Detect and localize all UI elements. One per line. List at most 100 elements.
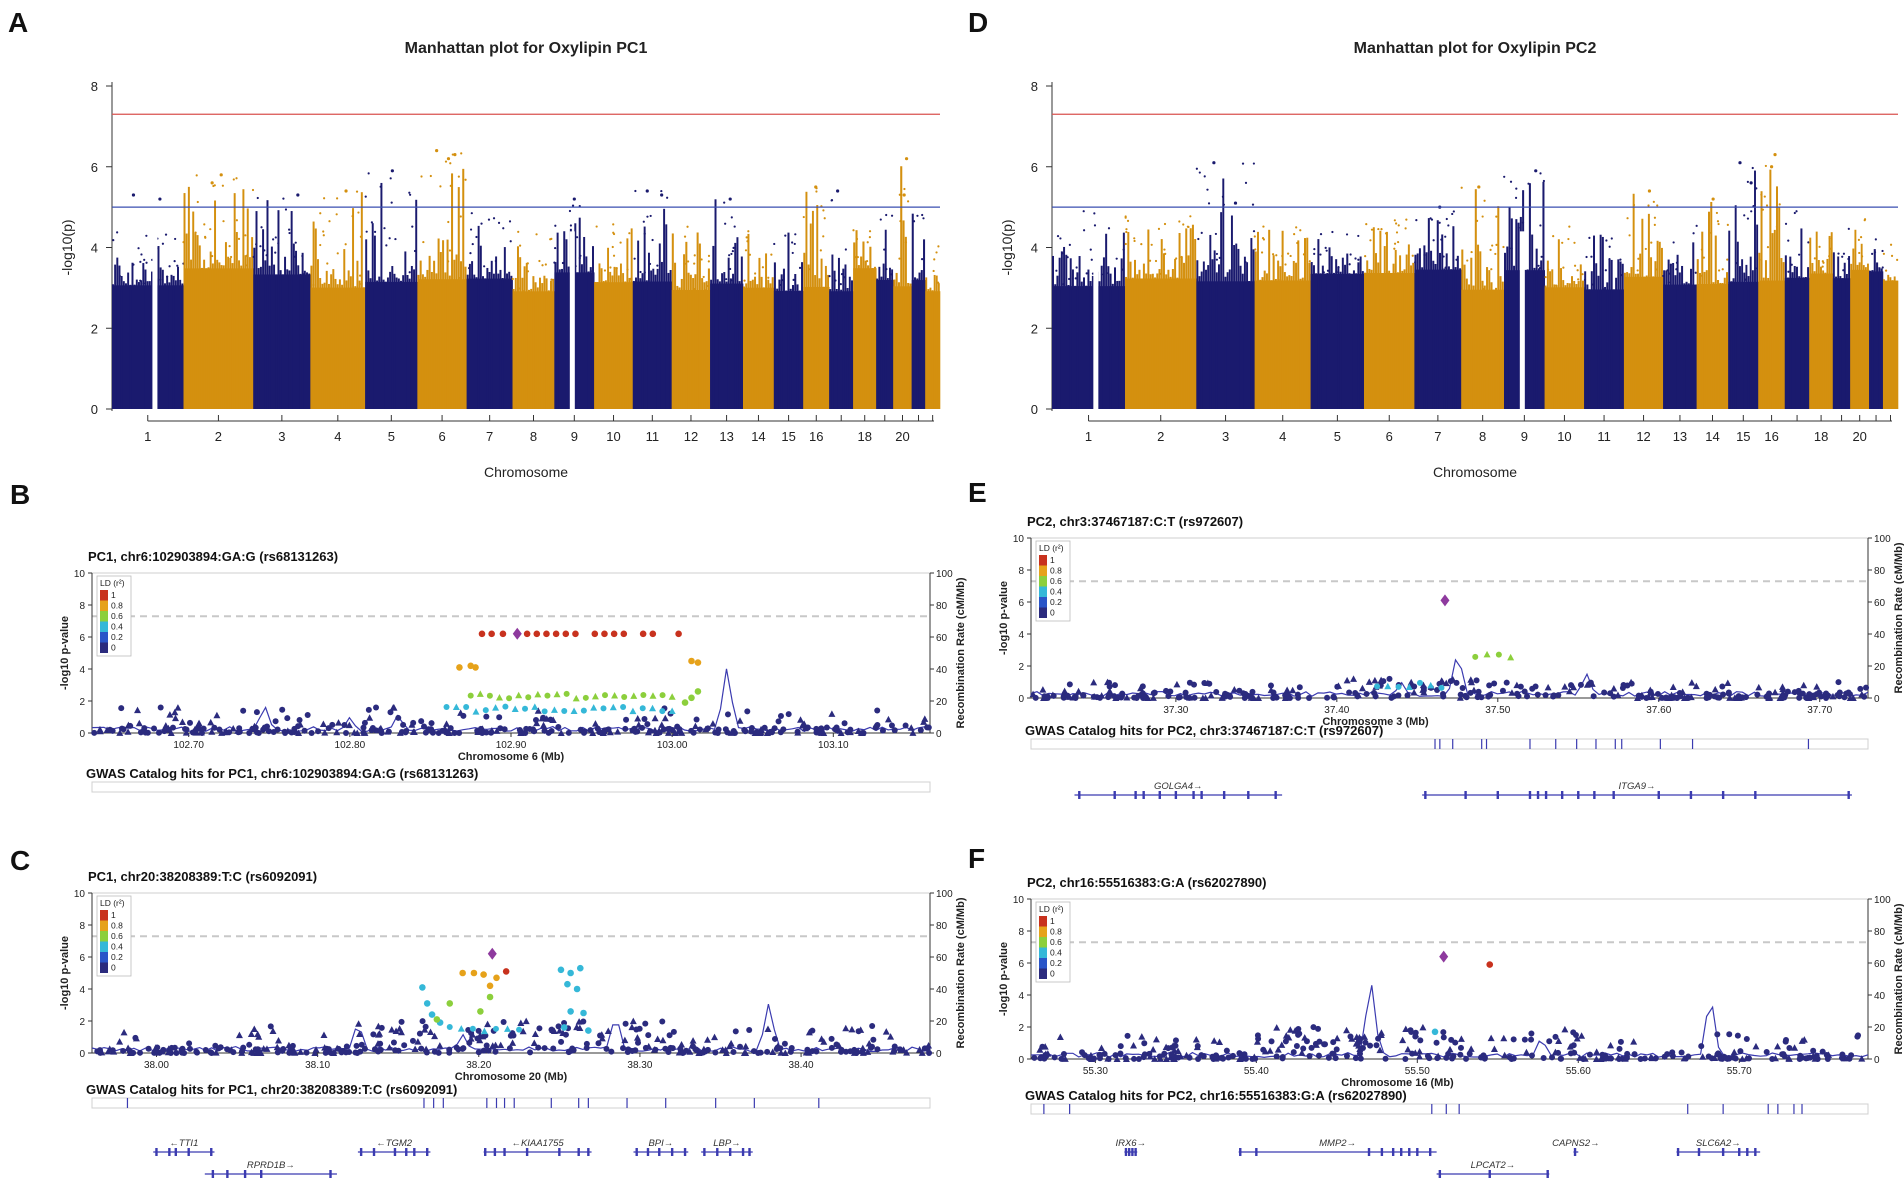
gene-exon <box>1738 1148 1741 1156</box>
snp-bar <box>842 268 845 409</box>
y2-tick-label: 0 <box>936 1049 942 1060</box>
snp-bar <box>419 260 422 409</box>
ld-triangle <box>531 703 539 710</box>
snp-bar <box>1111 283 1114 409</box>
gene-exon <box>1428 1148 1432 1156</box>
snp-triangle <box>1416 1052 1424 1060</box>
snp-point-baseline <box>1601 689 1608 696</box>
legend-swatch <box>1039 926 1047 937</box>
y-axis-label: -log10(p) <box>59 219 75 275</box>
snp-point <box>91 729 98 736</box>
snp-bar <box>170 274 173 409</box>
snp-point <box>1807 241 1810 244</box>
snp-triangle <box>96 727 104 735</box>
snp-bar <box>1617 259 1620 409</box>
snp-bar <box>248 257 251 409</box>
x-tick-label: 15 <box>1736 429 1750 444</box>
snp-point <box>353 1042 360 1049</box>
snp-bar <box>615 267 618 409</box>
top-hit-point <box>158 197 162 201</box>
snp-point <box>1156 1053 1163 1060</box>
snp-point <box>615 267 618 270</box>
snp-point <box>707 254 711 258</box>
snp-point <box>418 718 425 725</box>
snp-bar <box>547 290 550 409</box>
snp-bar <box>665 224 668 409</box>
snp-triangle <box>1404 1045 1412 1053</box>
snp-triangle <box>1688 679 1696 686</box>
snp-bar <box>1650 257 1653 409</box>
snp-point-baseline <box>665 726 672 733</box>
legend-swatch <box>100 590 108 601</box>
y-tick-label: 2 <box>1018 1023 1024 1034</box>
snp-bar <box>1895 280 1898 409</box>
ld-point <box>482 707 489 714</box>
snp-point <box>284 208 288 211</box>
snp-point <box>912 220 916 223</box>
snp-point-baseline <box>1443 1054 1450 1061</box>
snp-point <box>517 287 521 290</box>
snp-point-baseline <box>1356 1050 1363 1057</box>
snp-bar <box>1537 268 1540 409</box>
snp-bar <box>925 277 928 409</box>
ld-triangle <box>1483 650 1491 658</box>
snp-bar <box>424 276 427 409</box>
snp-point <box>1451 212 1454 216</box>
snp-bar <box>303 270 306 409</box>
snp-bar <box>754 276 757 409</box>
ld-point-cyan <box>567 969 574 977</box>
snp-bar <box>161 269 164 409</box>
snp-triangle <box>1285 1034 1293 1041</box>
snp-bar <box>1211 259 1214 409</box>
y-tick-label: 8 <box>1031 79 1038 94</box>
snp-point <box>141 725 148 732</box>
snp-bar <box>714 199 717 409</box>
snp-bar <box>1060 251 1063 409</box>
snp-point <box>1793 211 1796 215</box>
snp-bar <box>1078 256 1081 409</box>
ld-point <box>502 703 509 710</box>
snp-point <box>422 240 425 244</box>
snp-bar <box>1764 260 1767 409</box>
snp-point <box>770 253 773 256</box>
snp-triangle <box>1350 675 1358 682</box>
snp-bar <box>391 266 394 409</box>
snp-point <box>1452 210 1455 213</box>
x-tick-label: 12 <box>684 429 698 444</box>
snp-bar <box>286 269 289 409</box>
snp-bar <box>596 281 599 409</box>
plot-frame <box>91 572 931 734</box>
snp-point-baseline <box>1742 694 1749 701</box>
snp-point-baseline <box>1714 1051 1721 1058</box>
ld-legend: LD (r²)10.80.60.40.20 <box>1035 540 1071 622</box>
snp-bar <box>1074 285 1077 409</box>
snp-bar <box>479 245 482 409</box>
snp-point <box>1405 218 1408 221</box>
gene-exon <box>155 1148 158 1156</box>
snp-point <box>634 189 637 193</box>
snp-point <box>228 245 231 248</box>
snp-triangle <box>1286 1026 1294 1033</box>
snp-bar <box>462 168 465 409</box>
snp-bar <box>1463 264 1466 409</box>
gene-exon <box>728 1148 732 1156</box>
snp-point <box>469 228 473 231</box>
snp-point <box>312 283 315 287</box>
snp-triangle <box>1647 688 1655 696</box>
snp-point-baseline <box>1058 1055 1065 1062</box>
snp-point <box>1261 237 1265 240</box>
snp-point-baseline <box>1382 1055 1389 1062</box>
snp-point <box>1882 252 1885 255</box>
snp-triangle <box>388 1026 396 1033</box>
snp-bar <box>1672 262 1675 409</box>
snp-triangle <box>1412 1030 1420 1038</box>
snp-point-baseline <box>1652 1055 1659 1062</box>
snp-point <box>1744 278 1747 281</box>
y2-axis-label: Recombination Rate (cM/Mb) <box>1893 542 1904 693</box>
snp-point <box>284 715 291 722</box>
snp-point <box>1666 269 1669 272</box>
snp-point-baseline <box>1704 694 1711 701</box>
snp-bar <box>576 272 579 409</box>
snp-bar <box>791 285 795 409</box>
snp-triangle <box>1151 1055 1159 1062</box>
